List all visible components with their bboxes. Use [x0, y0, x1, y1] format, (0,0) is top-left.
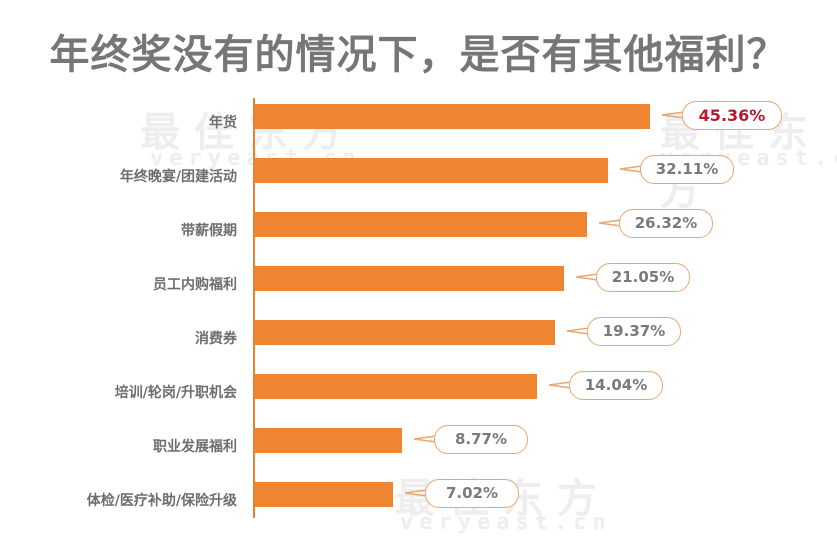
- bar: [255, 104, 650, 129]
- bar: [255, 158, 608, 183]
- value-callout: 45.36%: [682, 101, 782, 130]
- callout-pointer: [414, 435, 437, 443]
- bar: [255, 320, 555, 345]
- bar-row: 体检/医疗补助/保险升级 7.02%: [0, 479, 837, 522]
- value-callout: 32.11%: [640, 155, 734, 184]
- bar-row: 职业发展福利 8.77%: [0, 425, 837, 468]
- category-label: 年货: [209, 115, 237, 131]
- bar: [255, 266, 564, 291]
- value-callout: 14.04%: [569, 371, 663, 400]
- y-axis-line: [253, 98, 255, 518]
- bar: [255, 482, 393, 507]
- value-callout: 26.32%: [619, 209, 713, 238]
- bar-row: 培训/轮岗/升职机会 14.04%: [0, 371, 837, 414]
- value-callout: 21.05%: [596, 263, 690, 292]
- callout-pointer: [576, 273, 599, 281]
- category-label: 职业发展福利: [153, 439, 237, 455]
- bar-row: 年终晚宴/团建活动 32.11%: [0, 155, 837, 198]
- category-label: 消费券: [195, 331, 237, 347]
- callout-pointer: [567, 327, 590, 335]
- value-callout: 7.02%: [425, 479, 519, 508]
- category-label: 带薪假期: [181, 223, 237, 239]
- bar: [255, 374, 537, 399]
- callout-pointer: [599, 219, 622, 227]
- bar: [255, 212, 587, 237]
- value-callout: 8.77%: [434, 425, 528, 454]
- callout-pointer: [620, 165, 643, 173]
- callout-pointer: [405, 489, 428, 497]
- callout-pointer: [662, 111, 685, 119]
- bar-row: 消费券 19.37%: [0, 317, 837, 360]
- callout-pointer: [549, 381, 572, 389]
- bar-row: 员工内购福利 21.05%: [0, 263, 837, 306]
- bar-row: 年货 45.36%: [0, 101, 837, 144]
- category-label: 培训/轮岗/升职机会: [114, 385, 237, 401]
- category-label: 员工内购福利: [153, 277, 237, 293]
- value-callout: 19.37%: [587, 317, 681, 346]
- bar-row: 带薪假期 26.32%: [0, 209, 837, 252]
- bar: [255, 428, 402, 453]
- chart-title: 年终奖没有的情况下，是否有其他福利？: [49, 32, 788, 78]
- category-label: 年终晚宴/团建活动: [119, 169, 237, 185]
- category-label: 体检/医疗补助/保险升级: [86, 493, 237, 509]
